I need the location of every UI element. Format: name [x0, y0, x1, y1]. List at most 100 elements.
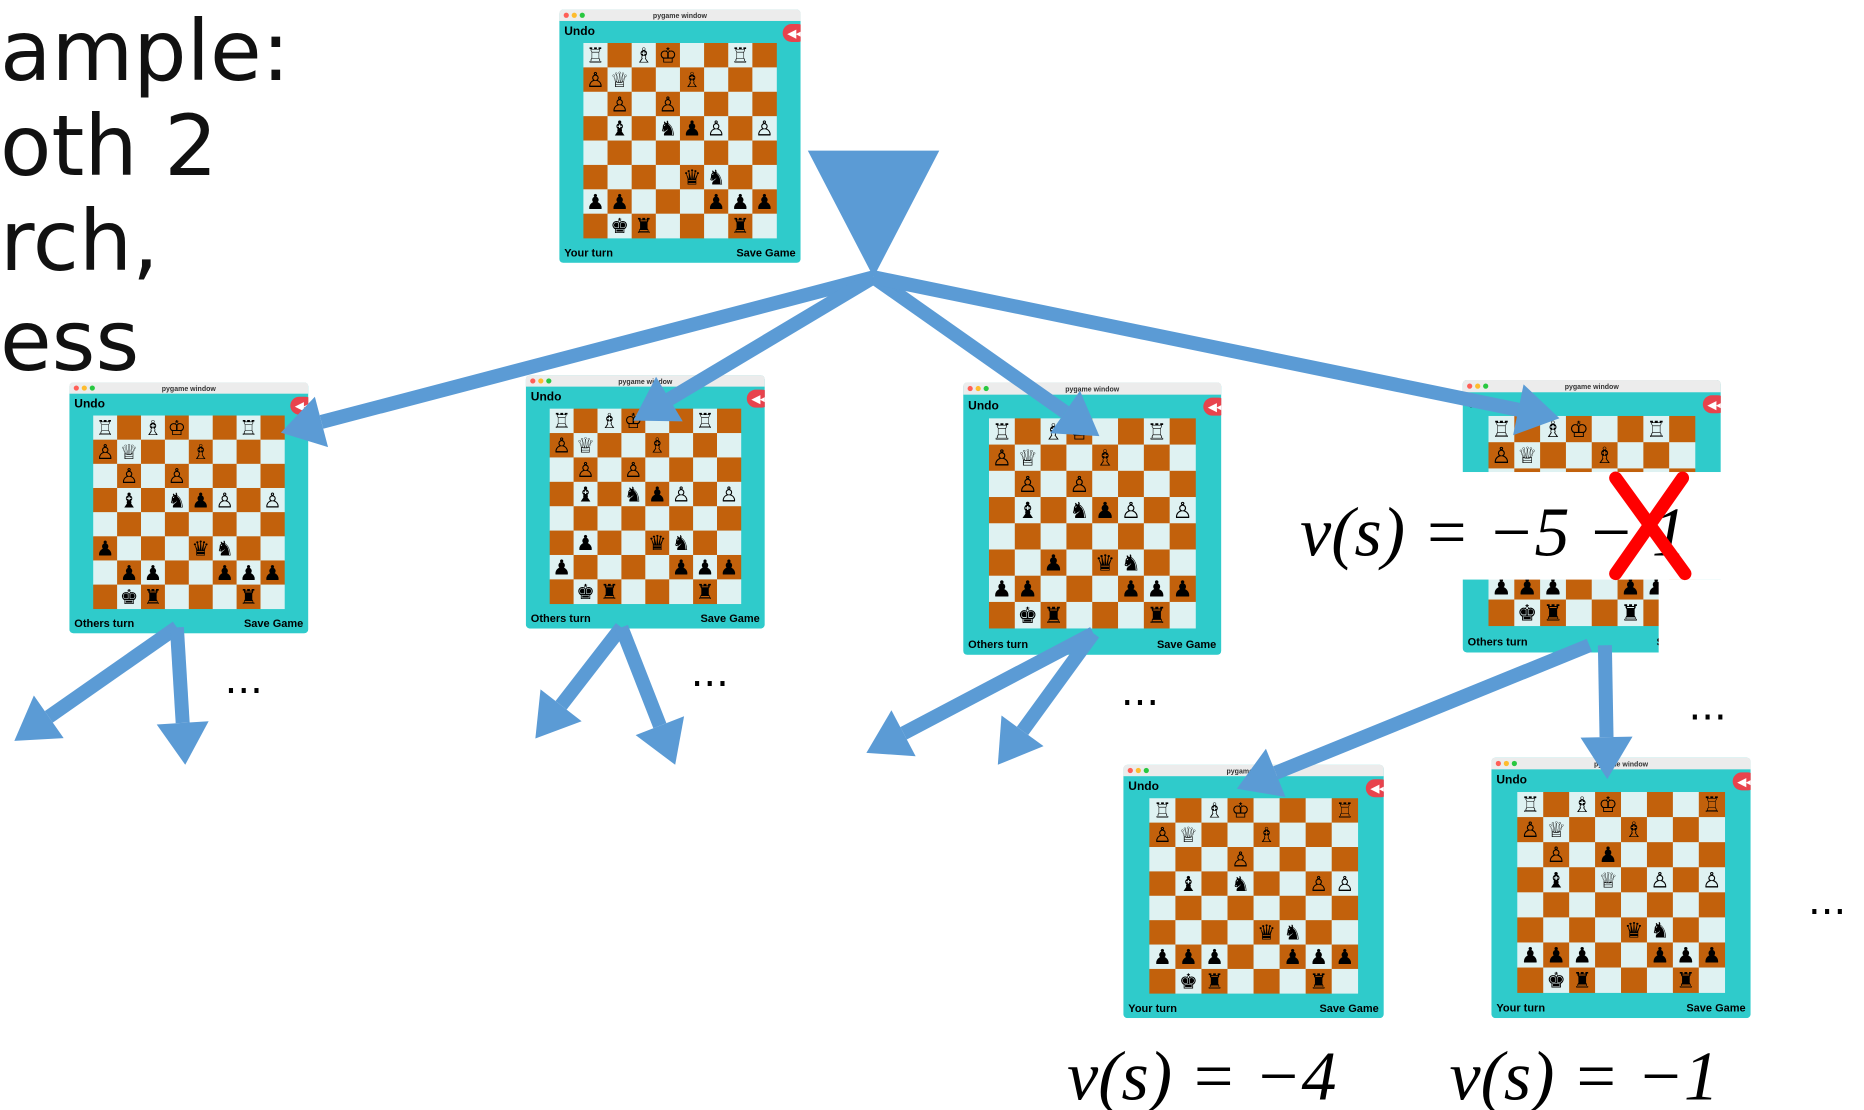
- chess-piece[interactable]: ♛: [1257, 921, 1276, 945]
- chess-piece[interactable]: ♚: [576, 580, 595, 604]
- chess-piece[interactable]: ♞: [1121, 550, 1141, 576]
- chess-piece[interactable]: ♟: [1147, 577, 1167, 603]
- chess-piece[interactable]: ♙: [1069, 472, 1089, 498]
- chess-piece[interactable]: ♕: [1547, 818, 1566, 843]
- chess-piece[interactable]: ♟: [1543, 574, 1563, 600]
- chess-piece[interactable]: ♟: [683, 117, 702, 141]
- chess-piece[interactable]: ♟: [696, 555, 715, 579]
- chess-piece[interactable]: ♜: [239, 585, 257, 609]
- chess-piece[interactable]: ♕: [120, 440, 138, 464]
- chess-piece[interactable]: ♞: [707, 165, 726, 189]
- chess-piece[interactable]: ♟: [576, 531, 595, 555]
- chess-piece[interactable]: ♜: [144, 585, 162, 609]
- chess-piece[interactable]: ♜: [1573, 969, 1592, 994]
- chess-piece[interactable]: ♛: [1624, 918, 1643, 943]
- undo-button[interactable]: Undo: [1128, 779, 1159, 793]
- chess-piece[interactable]: ♖: [1702, 793, 1721, 818]
- chess-piece[interactable]: ♗: [1624, 818, 1643, 843]
- chess-piece[interactable]: ♟: [120, 561, 138, 585]
- chess-piece[interactable]: ♞: [659, 117, 678, 141]
- chess-piece[interactable]: ♚: [610, 214, 629, 238]
- chess-piece[interactable]: ♚: [120, 585, 138, 609]
- chess-piece[interactable]: ♙: [1309, 872, 1328, 896]
- chess-piece[interactable]: ♟: [96, 537, 114, 561]
- rewind-button[interactable]: [1702, 395, 1727, 414]
- chess-piece[interactable]: ♙: [1153, 823, 1172, 847]
- chess-piece[interactable]: ♟: [1018, 577, 1038, 603]
- chess-piece[interactable]: ♟: [1309, 945, 1328, 969]
- chess-piece[interactable]: ♗: [1095, 446, 1115, 472]
- chess-piece[interactable]: ♙: [1650, 868, 1669, 893]
- undo-button[interactable]: Undo: [531, 390, 562, 404]
- rewind-button[interactable]: [1732, 772, 1757, 791]
- chess-piece[interactable]: ♗: [683, 68, 702, 92]
- chess-piece[interactable]: ♗: [192, 440, 210, 464]
- chess-piece[interactable]: ♞: [1650, 918, 1669, 943]
- chess-piece[interactable]: ♛: [648, 531, 667, 555]
- chess-piece[interactable]: ♕: [1179, 823, 1198, 847]
- chess-piece[interactable]: ♙: [992, 446, 1012, 472]
- chess-piece[interactable]: ♟: [720, 555, 739, 579]
- chess-piece[interactable]: ♙: [707, 117, 726, 141]
- chess-piece[interactable]: ♙: [1121, 498, 1141, 524]
- chess-piece[interactable]: ♖: [731, 44, 750, 68]
- chess-piece[interactable]: ♙: [1173, 498, 1193, 524]
- chess-piece[interactable]: ♞: [168, 488, 186, 512]
- chess-piece[interactable]: ♖: [696, 409, 715, 433]
- rewind-button[interactable]: [1203, 397, 1227, 416]
- chess-piece[interactable]: ♙: [659, 92, 678, 116]
- chess-piece[interactable]: ♛: [192, 537, 210, 561]
- chess-piece[interactable]: ♞: [215, 537, 233, 561]
- chess-piece[interactable]: ♖: [1153, 799, 1172, 823]
- chess-piece[interactable]: ♗: [1543, 417, 1563, 443]
- chess-piece[interactable]: ♜: [1620, 601, 1640, 627]
- save-game-button[interactable]: Save Game: [700, 613, 759, 625]
- chess-piece[interactable]: ♟: [648, 482, 667, 506]
- chess-piece[interactable]: ♕: [576, 434, 595, 458]
- chess-piece[interactable]: ♗: [1257, 823, 1276, 847]
- chess-piece[interactable]: ♙: [1231, 848, 1250, 872]
- chess-piece[interactable]: ♜: [731, 214, 750, 238]
- save-game-button[interactable]: Save Game: [244, 618, 303, 630]
- chess-piece[interactable]: ♝: [1547, 868, 1566, 893]
- chess-piece[interactable]: ♙: [1547, 843, 1566, 868]
- chess-piece[interactable]: ♖: [239, 416, 257, 440]
- chess-piece[interactable]: ♟: [1599, 843, 1618, 868]
- chess-piece[interactable]: ♜: [600, 580, 619, 604]
- chess-piece[interactable]: ♙: [1521, 818, 1540, 843]
- chess-piece[interactable]: ♟: [1205, 945, 1224, 969]
- chess-piece[interactable]: ♗: [600, 409, 619, 433]
- chess-piece[interactable]: ♜: [696, 580, 715, 604]
- chess-piece[interactable]: ♟: [1521, 944, 1540, 969]
- chess-piece[interactable]: ♔: [659, 44, 678, 68]
- chess-piece[interactable]: ♟: [1121, 577, 1141, 603]
- undo-button[interactable]: Undo: [564, 24, 595, 38]
- chess-piece[interactable]: ♙: [215, 488, 233, 512]
- chess-piece[interactable]: ♟: [755, 190, 774, 214]
- chess-piece[interactable]: ♟: [1153, 945, 1172, 969]
- chess-piece[interactable]: ♟: [731, 190, 750, 214]
- chess-piece[interactable]: ♙: [1335, 872, 1354, 896]
- chess-piece[interactable]: ♖: [1147, 419, 1167, 445]
- chess-piece[interactable]: ♕: [1599, 868, 1618, 893]
- chess-piece[interactable]: ♚: [1018, 603, 1038, 629]
- chess-piece[interactable]: ♚: [1547, 969, 1566, 994]
- chess-piece[interactable]: ♖: [1521, 793, 1540, 818]
- chess-piece[interactable]: ♜: [1147, 603, 1167, 629]
- chess-piece[interactable]: ♞: [1069, 498, 1089, 524]
- chess-piece[interactable]: ♕: [1517, 443, 1537, 469]
- chess-piece[interactable]: ♗: [1205, 799, 1224, 823]
- chess-piece[interactable]: ♗: [634, 44, 653, 68]
- chess-piece[interactable]: ♔: [168, 416, 186, 440]
- chess-piece[interactable]: ♚: [1517, 601, 1537, 627]
- chess-piece[interactable]: ♟: [707, 190, 726, 214]
- chess-piece[interactable]: ♖: [586, 44, 605, 68]
- chess-piece[interactable]: ♜: [1205, 969, 1224, 993]
- chess-piece[interactable]: ♜: [1309, 969, 1328, 993]
- save-game-button[interactable]: Save Game: [1319, 1003, 1378, 1015]
- chess-piece[interactable]: ♝: [576, 482, 595, 506]
- chess-piece[interactable]: ♙: [1018, 472, 1038, 498]
- chess-piece[interactable]: ♙: [610, 92, 629, 116]
- chess-piece[interactable]: ♜: [634, 214, 653, 238]
- chess-piece[interactable]: ♖: [552, 409, 571, 433]
